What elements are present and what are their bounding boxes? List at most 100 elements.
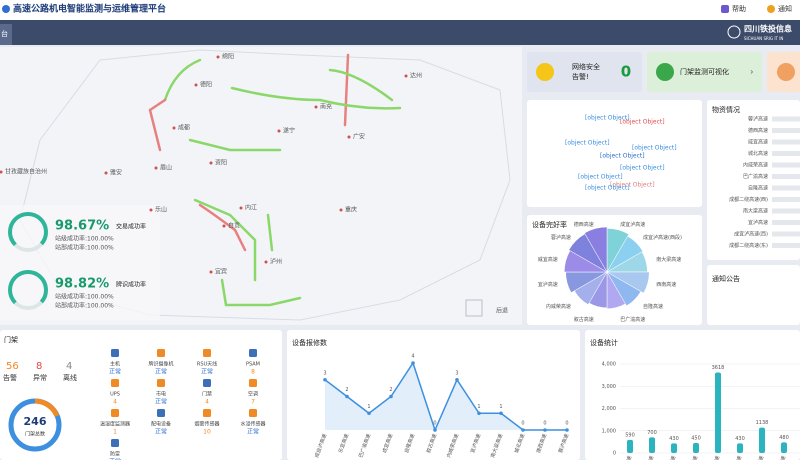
stat-value: 8 — [36, 361, 42, 372]
point — [477, 411, 481, 416]
device-icon — [157, 409, 165, 417]
notice[interactable]: 通知 — [778, 4, 792, 13]
city-dot — [239, 206, 243, 210]
city-label: 雅安 — [110, 169, 122, 177]
data-label: 1138 — [756, 420, 769, 426]
device-name: 防雷 — [110, 451, 120, 458]
stat-label: 离线 — [63, 373, 77, 382]
series-line — [324, 361, 567, 433]
repair-title: 设备报修数 — [292, 338, 327, 347]
gauge-value: 98.67% — [55, 219, 109, 234]
polar-label: 西南高速 — [656, 281, 676, 288]
point — [345, 394, 349, 399]
polar-label: 自隆高速 — [643, 303, 663, 310]
data-label: 480 — [779, 435, 789, 441]
stat-value: 56 — [6, 361, 19, 372]
city-dot — [172, 126, 176, 130]
data-label: 2 — [345, 387, 348, 393]
stats-title: 设备统计 — [590, 338, 618, 347]
bar — [737, 443, 743, 453]
material-name: 南大梁高速 — [743, 208, 768, 215]
back-button[interactable]: 后退 — [496, 307, 508, 315]
stat-value: 4 — [66, 361, 72, 372]
material-track — [772, 116, 800, 122]
device-name: 烟雾传感器 — [194, 421, 219, 428]
device-icon — [111, 439, 119, 447]
help-icon[interactable] — [721, 5, 729, 13]
city-label: 德阳 — [200, 81, 212, 89]
device-name: 配电设备 — [151, 421, 171, 428]
data-label: 450 — [691, 435, 701, 441]
logo-en: SICHUAN SRIG IT IN — [744, 36, 783, 41]
polar-label: 成宜泸高速 — [620, 221, 645, 228]
data-label: 0 — [521, 421, 524, 427]
gauge-arc — [8, 212, 48, 247]
bar — [649, 437, 655, 453]
device-status: 8 — [251, 369, 255, 376]
polar-label: 内威荣高速 — [546, 303, 571, 310]
data-label: 3618 — [712, 365, 725, 371]
alarm-card[interactable] — [527, 52, 642, 92]
data-label: 1 — [477, 404, 480, 410]
gauge-detail: 站级成功率:100.00% — [55, 293, 114, 301]
device-status: 正常 — [247, 428, 259, 436]
device-status: 正常 — [155, 398, 167, 406]
material-track — [772, 220, 800, 225]
gantry-panel — [0, 330, 282, 460]
material-name: 自隆高速 — [748, 185, 768, 192]
word: [object Object] — [620, 165, 665, 172]
city-label: 乐山 — [155, 206, 167, 214]
gantry-icon — [656, 63, 674, 81]
city-label: 眉山 — [160, 164, 172, 172]
city-label: 资阳 — [215, 159, 227, 167]
material-track — [772, 174, 800, 179]
layer-button[interactable] — [465, 299, 483, 317]
data-label: 3 — [455, 370, 458, 376]
gantry-title: 门架 — [4, 335, 18, 344]
device-name: PSAM — [246, 362, 260, 368]
city-dot — [277, 129, 281, 133]
device-status: 4 — [205, 399, 209, 406]
roads — [148, 53, 402, 307]
city-dot — [222, 224, 226, 228]
y-tick-label: 3,000 — [602, 384, 616, 390]
material-track — [772, 197, 800, 202]
data-label: 1 — [499, 404, 502, 410]
gantry-card[interactable] — [647, 52, 762, 92]
material-track — [772, 151, 800, 156]
help[interactable]: 帮助 — [732, 4, 746, 13]
tab-label[interactable]: 台 — [1, 29, 8, 38]
point — [499, 411, 503, 416]
device-icon — [249, 349, 257, 357]
data-label: 1 — [367, 404, 370, 410]
y-tick-label: 1,000 — [602, 428, 616, 434]
city-label: 绵阳 — [222, 53, 234, 61]
alarm-title: 告警! — [572, 72, 589, 81]
tab[interactable] — [0, 24, 12, 45]
stat-label: 异常 — [33, 373, 47, 382]
city-label: 广安 — [353, 133, 365, 141]
device-status: 正常 — [155, 368, 167, 376]
polar-label: 宜泸高速 — [538, 281, 558, 288]
word-cloud-panel — [527, 100, 702, 207]
material-track — [772, 139, 800, 145]
device-icon — [203, 409, 211, 417]
gauge-panel — [0, 205, 160, 320]
repair-panel — [287, 330, 580, 460]
city-dot — [339, 208, 343, 212]
polar-label: 巴广渝高速 — [620, 316, 645, 323]
header-bar — [0, 0, 800, 20]
alarm-title: 网络安全 — [572, 62, 600, 71]
city-dot — [104, 171, 108, 175]
third-icon — [777, 63, 795, 81]
device-icon — [111, 379, 119, 387]
device-status: 7 — [251, 399, 255, 406]
stat-label: 告警 — [3, 373, 17, 382]
x-tick-label: 成宜高速 — [686, 455, 699, 460]
polar-sector — [606, 271, 626, 309]
city-dot — [194, 83, 198, 87]
gauge-arc — [8, 270, 48, 305]
notice-icon[interactable] — [767, 5, 775, 13]
